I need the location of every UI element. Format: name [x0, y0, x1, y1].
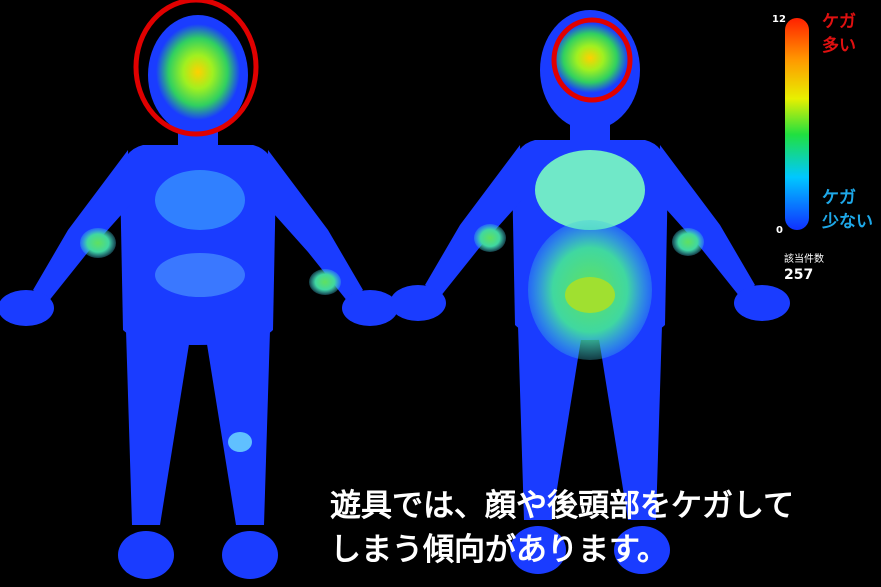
high-label: ケガ	[822, 12, 856, 32]
back-figure	[390, 10, 790, 574]
front-figure	[0, 0, 398, 579]
color-bar-min: 0	[776, 225, 783, 236]
front-arm-heat	[80, 228, 116, 258]
back-upper	[535, 150, 645, 230]
back-arm-heat	[672, 228, 704, 256]
front-head-heat	[156, 24, 240, 120]
caption: 遊具では、顔や後頭部をケガして	[330, 488, 794, 524]
highlight-circle	[551, 17, 633, 103]
low-label: 少ない	[821, 212, 873, 232]
caption: しまう傾向があります。	[330, 532, 668, 568]
count-label: 該当件数	[784, 252, 824, 265]
color-bar	[785, 18, 809, 230]
low-label: ケガ	[822, 188, 856, 208]
back-arm-heat	[474, 224, 506, 252]
back-center-heat	[565, 277, 615, 313]
high-label: 多い	[822, 35, 856, 56]
highlight-circle	[133, 0, 259, 137]
front-belly	[155, 253, 245, 297]
front-arm-heat	[309, 269, 341, 295]
back-head-heat	[552, 23, 628, 93]
front-chest	[155, 170, 245, 230]
color-bar-max: 12	[772, 14, 786, 25]
count-value: 257	[784, 267, 813, 283]
front-knee	[228, 432, 252, 452]
